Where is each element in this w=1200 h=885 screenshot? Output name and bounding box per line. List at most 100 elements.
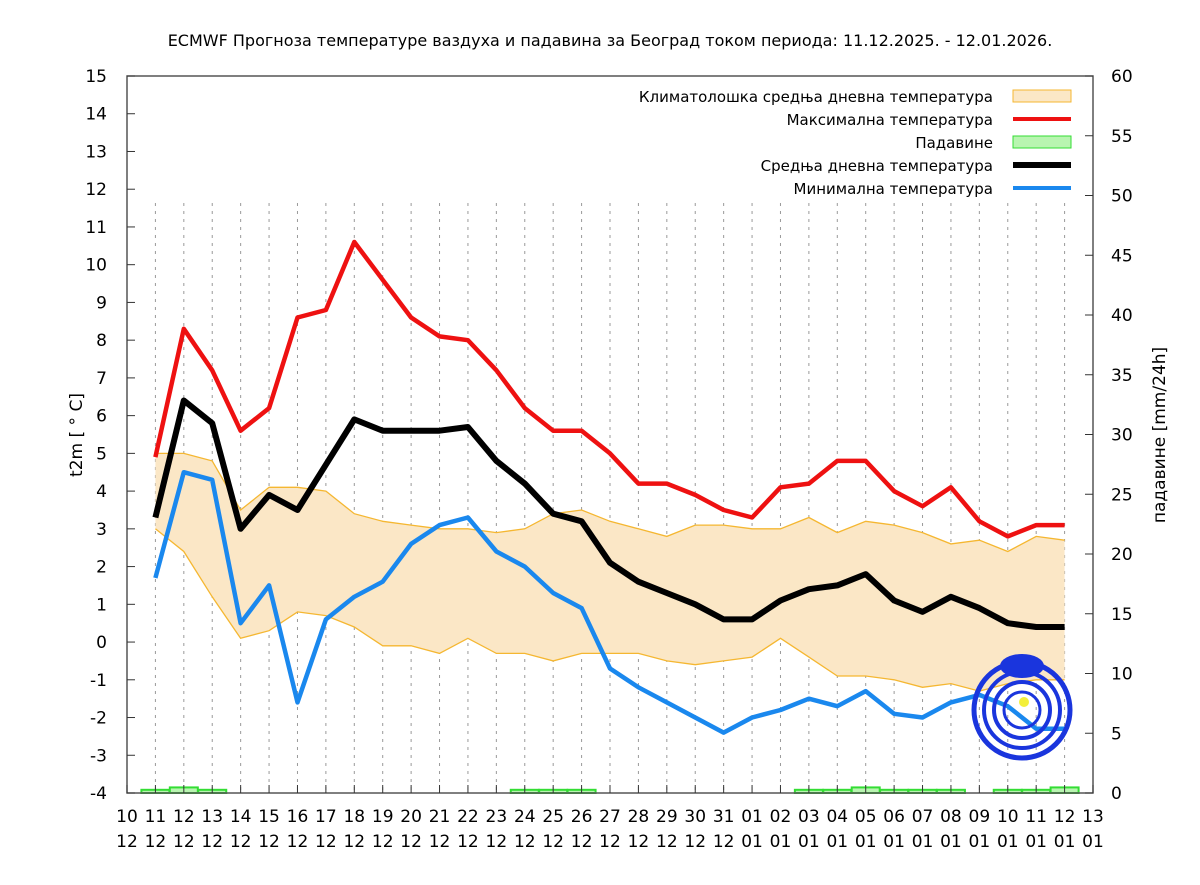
logo xyxy=(971,654,1073,761)
legend-max-label: Максимална температура xyxy=(787,111,993,129)
y-tick-label: 11 xyxy=(85,218,107,238)
x-tick-day: 21 xyxy=(429,807,451,827)
y-tick-label: 2 xyxy=(96,558,107,578)
climate-band xyxy=(155,453,1065,692)
y-tick-label: 10 xyxy=(85,256,107,276)
x-tick-month: 01 xyxy=(883,832,905,852)
y2-tick-label: 15 xyxy=(1111,605,1133,625)
y-tick-label: -2 xyxy=(90,709,107,729)
legend: Климатолошка средња дневна температура М… xyxy=(639,88,1072,198)
x-tick-day: 11 xyxy=(1025,807,1047,827)
x-tick-day: 31 xyxy=(713,807,735,827)
x-tick-day: 13 xyxy=(1082,807,1104,827)
y-tick-label: 4 xyxy=(96,482,107,502)
x-tick-day: 25 xyxy=(542,807,564,827)
y-tick-label: 3 xyxy=(96,520,107,540)
y-tick-label: -3 xyxy=(90,746,107,766)
x-tick-day: 27 xyxy=(599,807,621,827)
y-tick-label: 12 xyxy=(85,180,107,200)
x-tick-month: 12 xyxy=(599,832,621,852)
x-tick-month: 12 xyxy=(372,832,394,852)
x-tick-day: 10 xyxy=(997,807,1019,827)
x-tick-day: 11 xyxy=(145,807,167,827)
y-tick-label: 13 xyxy=(85,142,107,162)
x-tick-day: 24 xyxy=(514,807,536,827)
y2-tick-label: 10 xyxy=(1111,665,1133,685)
x-tick-month: 12 xyxy=(287,832,309,852)
mean-temp-line xyxy=(152,397,1065,630)
x-tick-day: 04 xyxy=(826,807,848,827)
x-tick-month: 12 xyxy=(116,832,138,852)
x-tick-month: 01 xyxy=(997,832,1019,852)
y2-tick-label: 55 xyxy=(1111,127,1133,147)
x-tick-day: 07 xyxy=(912,807,934,827)
y2-tick-label: 45 xyxy=(1111,246,1133,266)
x-tick-day: 06 xyxy=(883,807,905,827)
y2-tick-label: 25 xyxy=(1111,485,1133,505)
y-tick-label: 0 xyxy=(96,633,107,653)
x-tick-month: 12 xyxy=(145,832,167,852)
x-tick-month: 12 xyxy=(713,832,735,852)
y2-tick-label: 50 xyxy=(1111,187,1133,207)
x-tick-day: 09 xyxy=(969,807,991,827)
x-tick-day: 05 xyxy=(855,807,877,827)
climate-lower-line xyxy=(154,528,1065,692)
legend-precip-swatch xyxy=(1012,135,1072,149)
y2-tick-label: 30 xyxy=(1111,426,1133,446)
x-tick-day: 17 xyxy=(315,807,337,827)
legend-climate-label: Климатолошка средња дневна температура xyxy=(639,88,993,106)
x-tick-month: 01 xyxy=(826,832,848,852)
x-tick-month: 01 xyxy=(1054,832,1076,852)
x-tick-day: 19 xyxy=(372,807,394,827)
x-tick-month: 12 xyxy=(457,832,479,852)
x-tick-day: 12 xyxy=(173,807,195,827)
x-tick-day: 10 xyxy=(116,807,138,827)
y2-axis-label: падавине [mm/24h] xyxy=(1150,347,1170,523)
x-tick-day: 30 xyxy=(684,807,706,827)
x-tick-day: 13 xyxy=(201,807,223,827)
y-tick-label: 9 xyxy=(96,293,107,313)
x-tick-day: 29 xyxy=(656,807,678,827)
x-tick-month: 12 xyxy=(400,832,422,852)
y-tick-label: -1 xyxy=(90,671,107,691)
x-tick-month: 01 xyxy=(912,832,934,852)
x-tick-month: 01 xyxy=(770,832,792,852)
x-tick-day: 03 xyxy=(798,807,820,827)
y2-tick-label: 20 xyxy=(1111,545,1133,565)
x-tick-month: 12 xyxy=(542,832,564,852)
min-temp-line xyxy=(153,469,1065,735)
x-tick-month: 12 xyxy=(173,832,195,852)
x-tick-month: 12 xyxy=(571,832,593,852)
x-tick-month: 01 xyxy=(855,832,877,852)
x-tick-month: 12 xyxy=(201,832,223,852)
chart-title: ECMWF Прогноза температуре ваздуха и пад… xyxy=(168,31,1053,50)
x-tick-day: 08 xyxy=(940,807,962,827)
max-temp-line xyxy=(153,239,1065,539)
x-tick-day: 12 xyxy=(1054,807,1076,827)
x-tick-month: 12 xyxy=(684,832,706,852)
y-tick-label: 8 xyxy=(96,331,107,351)
x-tick-month: 12 xyxy=(429,832,451,852)
y2-tick-label: 40 xyxy=(1111,306,1133,326)
x-tick-month: 12 xyxy=(230,832,252,852)
legend-precip-label: Падавине xyxy=(915,134,993,152)
y2-tick-label: 60 xyxy=(1111,67,1133,87)
x-tick-month: 12 xyxy=(628,832,650,852)
x-tick-day: 22 xyxy=(457,807,479,827)
y-tick-label: 7 xyxy=(96,369,107,389)
y2-tick-label: 0 xyxy=(1111,784,1122,804)
x-tick-month: 12 xyxy=(486,832,508,852)
x-tick-day: 20 xyxy=(400,807,422,827)
x-tick-day: 01 xyxy=(741,807,763,827)
climate-upper-line xyxy=(155,452,1065,553)
y-tick-label: 1 xyxy=(96,595,107,615)
x-tick-month: 01 xyxy=(940,832,962,852)
x-tick-month: 01 xyxy=(1082,832,1104,852)
x-tick-month: 12 xyxy=(514,832,536,852)
x-tick-day: 16 xyxy=(287,807,309,827)
x-tick-day: 18 xyxy=(343,807,365,827)
y-tick-label: -4 xyxy=(90,784,107,804)
y-tick-label: 14 xyxy=(85,105,107,125)
x-tick-day: 23 xyxy=(486,807,508,827)
